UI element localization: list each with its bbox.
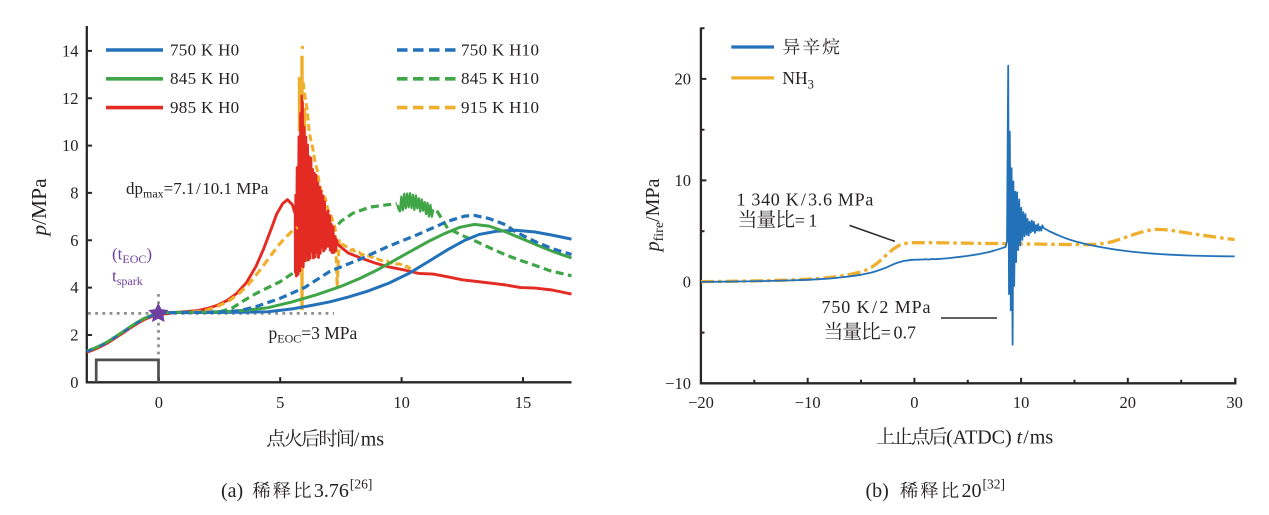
svg-text:pfire/MPa: pfire/MPa (642, 178, 667, 253)
svg-text:20: 20 (1120, 393, 1137, 412)
svg-text:[32]: [32] (983, 477, 1006, 492)
svg-text:/ms: /ms (354, 428, 385, 450)
svg-text:=0.7: = 0.7 (881, 323, 916, 343)
svg-text:(b): (b) (866, 480, 889, 502)
svg-text:NH3: NH3 (782, 68, 814, 92)
svg-text:14: 14 (62, 41, 79, 60)
svg-text:4: 4 (70, 278, 78, 297)
svg-text:2: 2 (70, 326, 78, 345)
svg-text:8: 8 (70, 183, 78, 202)
svg-text:(a): (a) (221, 480, 243, 502)
svg-text:p/MPa: p/MPa (27, 178, 51, 238)
svg-text:3.76: 3.76 (314, 480, 349, 502)
svg-text:20: 20 (675, 69, 692, 88)
svg-text:−10: −10 (665, 374, 691, 393)
svg-text:−20: −20 (688, 393, 714, 412)
svg-text:10: 10 (62, 136, 79, 155)
svg-text:0: 0 (683, 272, 691, 291)
svg-text:12: 12 (62, 89, 79, 108)
svg-text:845 K H0: 845 K H0 (170, 69, 239, 88)
svg-text:0: 0 (910, 393, 918, 412)
svg-text:915 K H10: 915 K H10 (461, 98, 539, 117)
svg-text:6: 6 (70, 231, 78, 250)
svg-text:(ATDC) t/ms: (ATDC) t/ms (946, 426, 1053, 448)
svg-text:0: 0 (155, 393, 163, 412)
svg-text:1 340 K/3.6 MPa: 1 340 K/3.6 MPa (737, 190, 875, 210)
svg-text:10: 10 (1013, 393, 1030, 412)
svg-text:750 K H0: 750 K H0 (170, 40, 239, 59)
svg-text:−10: −10 (795, 393, 821, 412)
svg-text:20: 20 (962, 480, 982, 502)
svg-text:10: 10 (393, 393, 410, 412)
svg-text:30: 30 (1226, 393, 1243, 412)
svg-text:985 K H0: 985 K H0 (170, 98, 239, 117)
svg-text:0: 0 (70, 373, 78, 392)
svg-text:750 K/2 MPa: 750 K/2 MPa (822, 297, 932, 317)
svg-text:[26]: [26] (350, 477, 373, 492)
svg-text:845 K H10: 845 K H10 (461, 69, 539, 88)
svg-text:15: 15 (515, 393, 532, 412)
svg-text:5: 5 (276, 393, 284, 412)
svg-text:750 K H10: 750 K H10 (461, 40, 539, 59)
svg-text:10: 10 (675, 171, 692, 190)
